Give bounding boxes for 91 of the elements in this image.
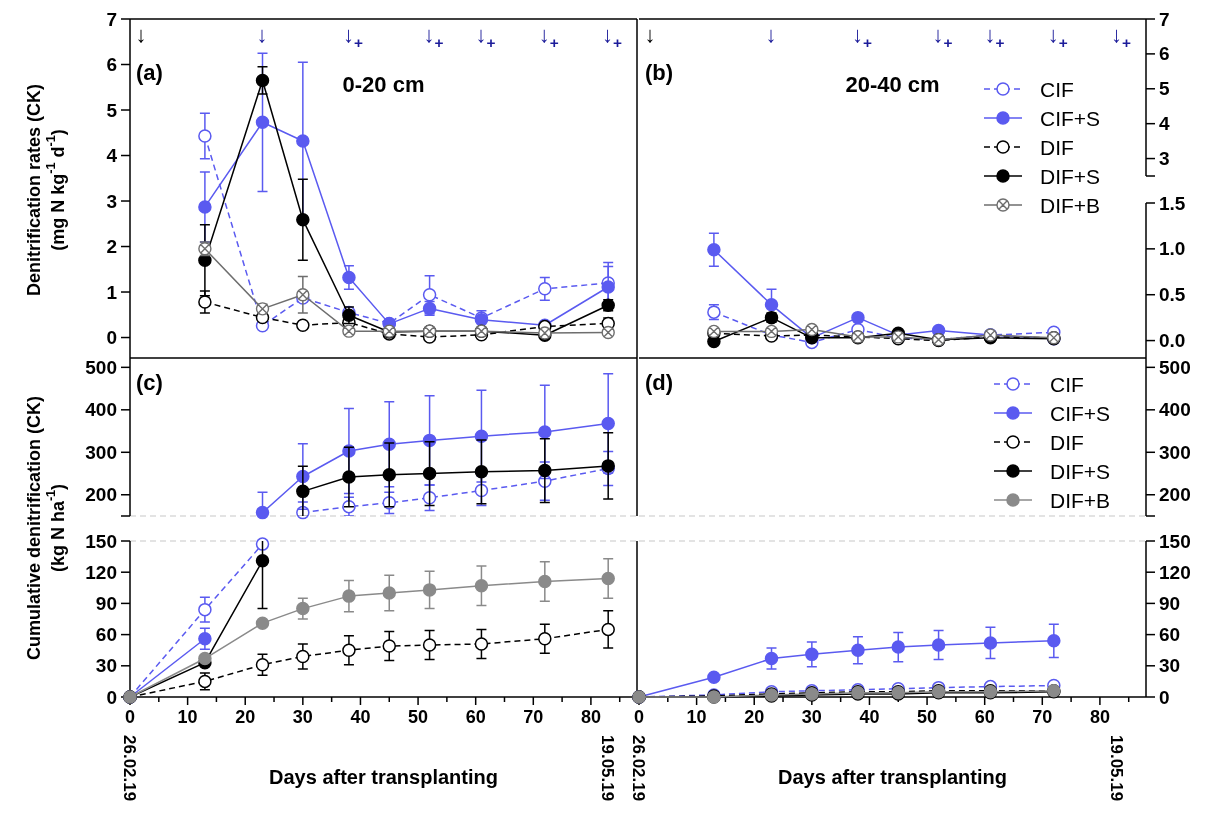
y-tick-label: 300	[1159, 441, 1191, 463]
x-tick-label: 0	[124, 707, 136, 727]
legend-label: DIF	[1040, 135, 1074, 159]
y-tick-label: 6	[106, 54, 117, 75]
y-tick-label: 1.0	[1159, 238, 1186, 260]
x-tick-label: 70	[1032, 707, 1053, 727]
annotation: ↓$_{+}$	[1047, 21, 1068, 51]
y-tick-label: 30	[1159, 655, 1181, 677]
text: 20-40 cm	[845, 72, 940, 97]
y-tick-label: 0	[106, 327, 117, 349]
y-tick-label: 500	[1159, 356, 1191, 378]
annotation: ↓$_{+}$	[1111, 21, 1131, 51]
x-tick-label: 0	[633, 707, 645, 727]
x-tick-label: 70	[523, 707, 544, 727]
y-tick-label: 400	[85, 399, 117, 421]
x-tick-label: 60	[974, 707, 995, 727]
y-tick-label: 2	[106, 236, 117, 258]
y-tick-label: 120	[1159, 561, 1191, 583]
annotation: ↓	[765, 21, 777, 47]
annotation: (c)	[136, 370, 163, 395]
text: 19.05.19	[598, 735, 618, 802]
annotation: (a)	[136, 60, 163, 85]
y-tick-label: 7	[1159, 8, 1170, 30]
legend-label: DIF	[1050, 430, 1084, 454]
y-tick-label: 60	[95, 624, 117, 646]
y-tick-label: 1.5	[1159, 192, 1186, 214]
annotation: (b)	[645, 60, 674, 85]
annotation: ↓$_{+}$	[538, 21, 559, 51]
y-tick-label: 0.0	[1159, 330, 1186, 352]
y-tick-label: 90	[95, 592, 117, 614]
y-tick-label: 0.5	[1159, 284, 1186, 306]
annotation: ↓	[135, 21, 147, 47]
y-tick-label: 500	[85, 356, 117, 378]
legend-label: DIF+S	[1040, 164, 1101, 188]
text: 26.02.19	[629, 735, 649, 802]
y-tick-label: 300	[85, 441, 117, 463]
y-tick-label: 3	[106, 190, 117, 212]
y-tick-label: 1	[106, 281, 118, 303]
y-tick-label: 4	[1159, 113, 1170, 135]
y-tick-label: 90	[1159, 592, 1181, 614]
annotation: ↓$_{+}$	[423, 21, 444, 51]
legend-label: DIF+B	[1040, 193, 1101, 217]
legend-label: DIF+S	[1050, 459, 1111, 483]
y-tick-label: 6	[1159, 43, 1170, 65]
y-tick-label: 400	[1159, 399, 1191, 421]
legend-label: CIF+S	[1040, 106, 1101, 130]
annotation: ↓$_{+}$	[343, 21, 363, 51]
text: 0-20 cm	[342, 72, 425, 97]
y-tick-label: 200	[85, 484, 117, 506]
y-tick-label: 120	[85, 561, 117, 583]
x-tick-label: 50	[917, 707, 938, 727]
legend-label: CIF+S	[1050, 401, 1111, 425]
x-tick-label: 30	[292, 707, 313, 727]
x-tick-label: 60	[465, 707, 486, 727]
x-tick-label: 80	[1089, 707, 1110, 727]
y-tick-label: 0	[1159, 686, 1170, 708]
x-tick-label: 40	[859, 707, 880, 727]
text: 26.02.19	[120, 735, 140, 802]
x-tick-label: 80	[580, 707, 601, 727]
annotation: ↓$_{+}$	[932, 21, 953, 51]
y-tick-label: 30	[95, 655, 117, 677]
x-tick-label: 30	[801, 707, 822, 727]
y-tick-label: 5	[1159, 78, 1170, 100]
text: 19.05.19	[1107, 735, 1127, 802]
x-tick-label: 40	[350, 707, 371, 727]
y-tick-label: 7	[106, 8, 117, 30]
y-tick-label: 3	[1159, 148, 1170, 170]
annotation: ↓	[256, 21, 268, 47]
x-tick-label: 50	[408, 707, 429, 727]
annotation: ↓	[644, 21, 656, 47]
y-tick-label: 200	[1159, 484, 1191, 506]
y-tick-label: 150	[1159, 530, 1191, 552]
y-tick-label: 60	[1159, 624, 1181, 646]
annotation: ↓$_{+}$	[852, 21, 872, 51]
legend-label: CIF	[1040, 77, 1074, 101]
annotation: (d)	[645, 370, 674, 395]
x-axis-title: Days after transplanting	[778, 766, 1007, 788]
y-tick-label: 4	[106, 145, 118, 167]
x-tick-label: 10	[177, 707, 198, 727]
legend-label: CIF	[1050, 372, 1084, 396]
x-tick-label: 20	[744, 707, 765, 727]
legend-label: DIF+B	[1050, 488, 1111, 512]
y-tick-label: 150	[85, 530, 117, 552]
x-tick-label: 10	[686, 707, 707, 727]
y-tick-label: 5	[106, 99, 118, 121]
annotation: ↓$_{+}$	[984, 21, 1005, 51]
x-tick-label: 20	[235, 707, 256, 727]
y-tick-label: 0	[106, 686, 117, 708]
x-axis-title: Days after transplanting	[269, 766, 498, 788]
annotation: ↓$_{+}$	[475, 21, 496, 51]
annotation: ↓$_{+}$	[602, 21, 622, 51]
